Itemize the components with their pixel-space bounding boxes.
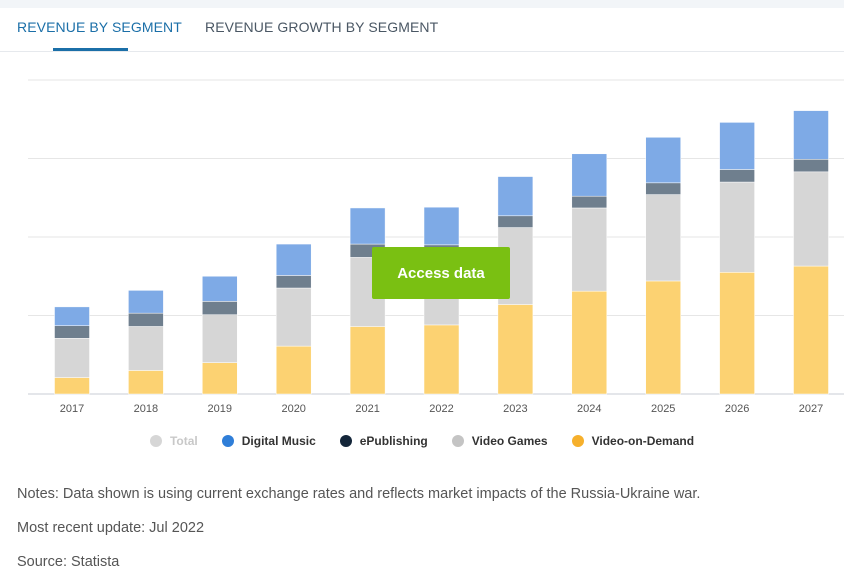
legend-label-video-games: Video Games (471, 434, 548, 448)
bar-video-on-demand-2021[interactable] (349, 326, 386, 395)
x-tick-label: 2024 (577, 403, 601, 415)
bar-video-games-2017[interactable] (54, 338, 90, 378)
bar-video-games-2019[interactable] (202, 314, 238, 363)
bar-video-games-2024[interactable] (571, 207, 608, 292)
bar-digital-music-2026[interactable] (719, 122, 755, 170)
legend-dot-digital-music (221, 435, 234, 447)
bar-epublishing-2023[interactable] (497, 215, 534, 228)
bar-epublishing-2018[interactable] (128, 312, 164, 327)
x-tick-label: 2026 (725, 403, 749, 415)
legend-item-video-on-demand[interactable]: Video-on-Demand (571, 432, 695, 450)
legend-dot-total (149, 435, 162, 447)
x-tick-label: 2019 (208, 403, 232, 415)
legend-label-digital-music: Digital Music (241, 434, 316, 448)
legend-item-epublishing[interactable]: ePublishing (339, 432, 428, 450)
bar-video-on-demand-2022[interactable] (423, 324, 460, 395)
bar-video-on-demand-2020[interactable] (275, 345, 312, 395)
bar-epublishing-2026[interactable] (719, 169, 755, 183)
stacked-bar-chart: 2017 2018 2019 2020 2021 2022 2023 2024 2025 2026… (28, 79, 844, 415)
x-axis-labels: 2017 2018 2019 2020 2021 2022 2023 2024 2025 2026… (60, 403, 823, 415)
bar-digital-music-2018[interactable] (128, 290, 164, 314)
x-tick-label: 2020 (281, 403, 305, 415)
bar-digital-music-2025[interactable] (645, 137, 681, 184)
bar-video-games-2025[interactable] (645, 194, 681, 282)
access-data-button[interactable]: Access data (372, 247, 510, 299)
bar-epublishing-2027[interactable] (793, 159, 829, 173)
bar-digital-music-2019[interactable] (202, 276, 238, 302)
bar-epublishing-2024[interactable] (571, 195, 608, 209)
bar-epublishing-2025[interactable] (645, 182, 681, 195)
source-text: Source: Statista (17, 554, 120, 570)
bar-video-games-2020[interactable] (275, 287, 312, 347)
x-tick-label: 2022 (429, 403, 453, 415)
bar-epublishing-2017[interactable] (54, 325, 90, 339)
legend-label-epublishing: ePublishing (359, 434, 428, 448)
legend: Total Digital Music ePublishing Video Ga… (0, 432, 844, 450)
legend-dot-video-on-demand (571, 435, 584, 447)
bar-video-on-demand-2027[interactable] (793, 265, 829, 395)
bar-video-games-2026[interactable] (719, 181, 755, 273)
bar-epublishing-2020[interactable] (275, 275, 312, 289)
bar-video-on-demand-2025[interactable] (645, 280, 681, 395)
tab-revenue-growth-by-segment[interactable]: REVENUE GROWTH BY SEGMENT (205, 19, 439, 35)
legend-dot-video-games (451, 435, 464, 447)
bar-video-games-2027[interactable] (793, 171, 829, 267)
bar-video-on-demand-2018[interactable] (128, 370, 164, 395)
notes-text: Notes: Data shown is using current excha… (17, 486, 701, 502)
bar-digital-music-2022[interactable] (423, 206, 460, 246)
tab-revenue-by-segment[interactable]: REVENUE BY SEGMENT (17, 19, 182, 35)
x-tick-label: 2017 (60, 403, 84, 415)
bar-digital-music-2024[interactable] (571, 153, 608, 197)
bar-digital-music-2021[interactable] (349, 207, 386, 245)
bar-epublishing-2019[interactable] (202, 301, 238, 315)
bar-digital-music-2020[interactable] (275, 243, 312, 276)
legend-item-total[interactable]: Total (149, 432, 198, 450)
bar-video-on-demand-2019[interactable] (202, 362, 238, 395)
active-tab-indicator (53, 48, 128, 51)
bar-video-on-demand-2026[interactable] (719, 272, 755, 395)
legend-label-video-on-demand: Video-on-Demand (591, 434, 695, 448)
legend-item-video-games[interactable]: Video Games (451, 432, 548, 450)
legend-item-digital-music[interactable]: Digital Music (221, 432, 316, 450)
bar-digital-music-2023[interactable] (497, 176, 534, 217)
bar-digital-music-2027[interactable] (793, 110, 829, 160)
bar-video-on-demand-2023[interactable] (497, 304, 534, 395)
tab-bar: REVENUE BY SEGMENT REVENUE GROWTH BY SEG… (0, 8, 844, 52)
legend-dot-epublishing (339, 435, 352, 447)
update-text: Most recent update: Jul 2022 (17, 520, 205, 536)
bars (54, 110, 829, 395)
bar-video-games-2018[interactable] (128, 326, 164, 371)
x-tick-label: 2025 (651, 403, 675, 415)
bar-video-on-demand-2017[interactable] (54, 377, 90, 395)
x-tick-label: 2018 (134, 403, 158, 415)
bar-digital-music-2017[interactable] (54, 306, 90, 326)
top-strip (0, 0, 844, 8)
x-tick-label: 2023 (503, 403, 527, 415)
legend-label-total: Total (169, 434, 198, 448)
bar-video-on-demand-2024[interactable] (571, 290, 608, 395)
x-tick-label: 2021 (355, 403, 379, 415)
x-tick-label: 2027 (799, 403, 823, 415)
